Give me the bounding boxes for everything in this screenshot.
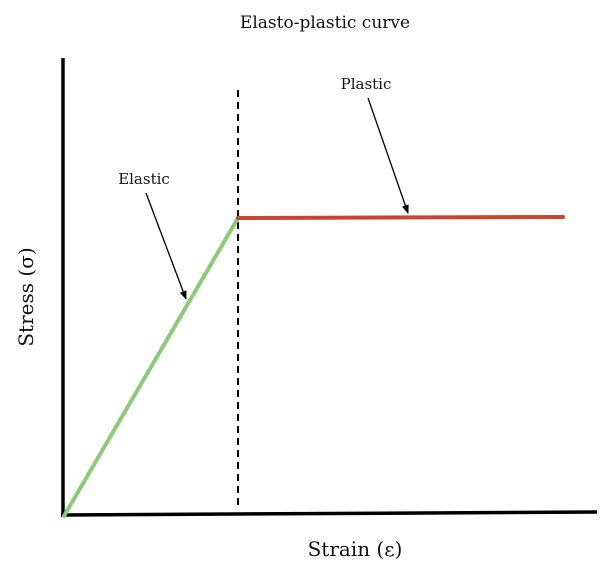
diagram-title: Elasto-plastic curve <box>240 13 410 33</box>
plastic-label: Plastic <box>341 75 392 93</box>
plastic-line <box>236 215 565 220</box>
plastic-arrow <box>367 97 409 214</box>
x-axis <box>60 510 598 517</box>
x-axis-label: Strain (ε) <box>308 537 403 561</box>
elastic-line <box>62 216 240 518</box>
y-axis-label: Stress (σ) <box>14 247 38 346</box>
elastic-label: Elastic <box>118 170 170 188</box>
elastic-arrow <box>145 192 187 300</box>
